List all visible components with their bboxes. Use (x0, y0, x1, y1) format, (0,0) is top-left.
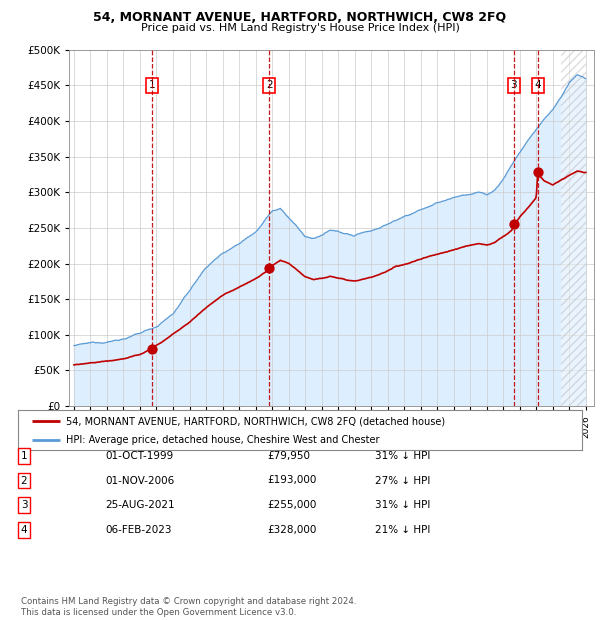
Text: 4: 4 (20, 525, 28, 535)
Text: 3: 3 (20, 500, 28, 510)
Text: 25-AUG-2021: 25-AUG-2021 (105, 500, 175, 510)
Text: Price paid vs. HM Land Registry's House Price Index (HPI): Price paid vs. HM Land Registry's House … (140, 23, 460, 33)
Text: 54, MORNANT AVENUE, HARTFORD, NORTHWICH, CW8 2FQ: 54, MORNANT AVENUE, HARTFORD, NORTHWICH,… (94, 11, 506, 24)
Text: £255,000: £255,000 (267, 500, 316, 510)
Text: 2: 2 (20, 476, 28, 485)
Text: £193,000: £193,000 (267, 476, 316, 485)
Text: 1: 1 (149, 80, 155, 91)
Text: £79,950: £79,950 (267, 451, 310, 461)
Text: 54, MORNANT AVENUE, HARTFORD, NORTHWICH, CW8 2FQ (detached house): 54, MORNANT AVENUE, HARTFORD, NORTHWICH,… (66, 417, 445, 427)
Text: 01-OCT-1999: 01-OCT-1999 (105, 451, 173, 461)
Text: 27% ↓ HPI: 27% ↓ HPI (375, 476, 430, 485)
Text: 01-NOV-2006: 01-NOV-2006 (105, 476, 174, 485)
Point (509, 219, 519, 229)
Point (148, 344, 157, 354)
Text: 21% ↓ HPI: 21% ↓ HPI (375, 525, 430, 535)
Text: 31% ↓ HPI: 31% ↓ HPI (375, 500, 430, 510)
Text: HPI: Average price, detached house, Cheshire West and Chester: HPI: Average price, detached house, Ches… (66, 435, 379, 445)
Text: Contains HM Land Registry data © Crown copyright and database right 2024.
This d: Contains HM Land Registry data © Crown c… (21, 598, 356, 617)
Point (265, 264, 274, 273)
Text: 2: 2 (266, 80, 272, 91)
Text: 3: 3 (511, 80, 517, 91)
Text: £328,000: £328,000 (267, 525, 316, 535)
Text: 06-FEB-2023: 06-FEB-2023 (105, 525, 172, 535)
Text: 4: 4 (535, 80, 541, 91)
Point (533, 167, 542, 177)
Text: 1: 1 (20, 451, 28, 461)
Text: 31% ↓ HPI: 31% ↓ HPI (375, 451, 430, 461)
